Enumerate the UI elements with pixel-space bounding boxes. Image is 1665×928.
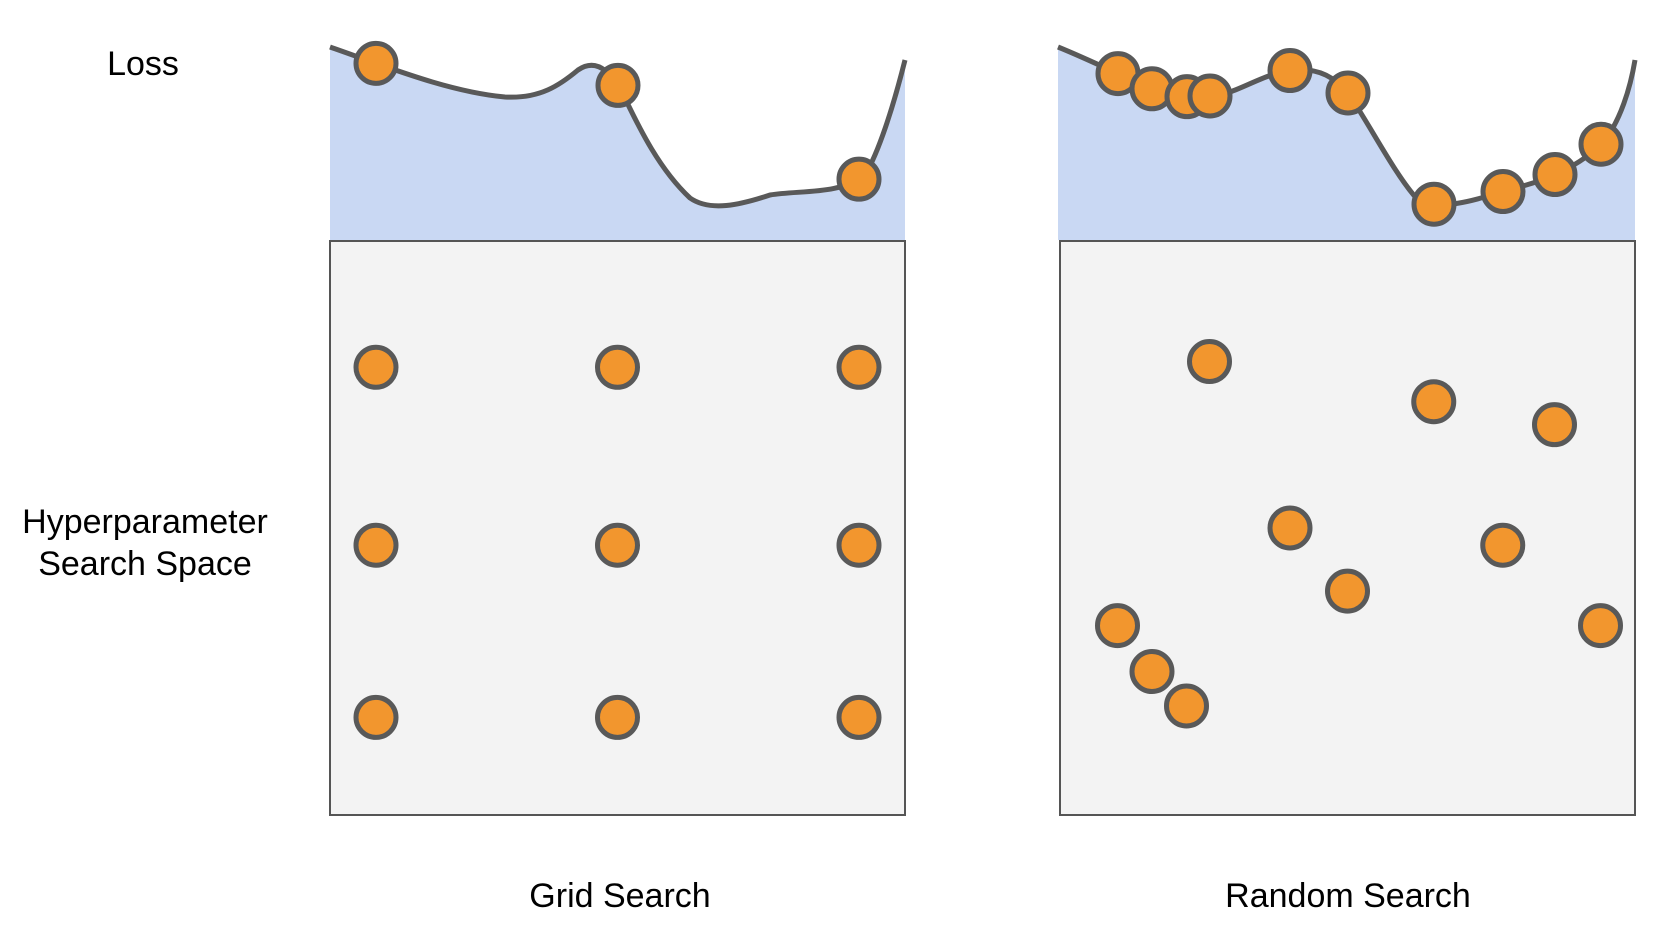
random-loss-sample-point	[1532, 152, 1578, 198]
grid-search-title: Grid Search	[529, 877, 710, 915]
loss-label: Loss	[107, 45, 179, 83]
random-sample-point	[1532, 402, 1577, 448]
grid-sample-point	[836, 694, 882, 740]
random-search-panel: Random Search	[1057, 44, 1638, 915]
grid-space-points	[353, 344, 882, 740]
random-search-space	[1059, 240, 1636, 816]
random-loss-sample-point	[1411, 181, 1457, 227]
grid-sample-point	[595, 522, 640, 568]
grid-sample-point	[595, 694, 640, 740]
random-sample-point	[1267, 505, 1313, 551]
grid-loss-sample-point	[353, 40, 399, 86]
random-sample-point	[1411, 379, 1457, 425]
random-sample-point	[1164, 683, 1209, 729]
random-sample-point	[1325, 568, 1370, 614]
random-search-title: Random Search	[1225, 877, 1471, 915]
random-sample-point	[1480, 522, 1526, 568]
random-loss-sample-point	[1325, 70, 1371, 116]
random-sample-point	[1187, 339, 1232, 385]
random-loss-sample-point	[1578, 121, 1624, 167]
grid-sample-point	[595, 344, 640, 390]
random-loss-sample-point	[1267, 48, 1313, 94]
grid-loss-sample-point	[595, 62, 641, 108]
search-space-label-line1: Hyperparameter	[22, 503, 268, 541]
grid-loss-sample-point	[836, 156, 882, 202]
grid-sample-point	[353, 522, 399, 568]
grid-sample-point	[353, 694, 399, 740]
random-loss-area	[1058, 47, 1635, 240]
random-sample-point	[1578, 603, 1623, 649]
random-loss-sample-point	[1187, 73, 1233, 119]
random-loss-sample-point	[1480, 169, 1526, 215]
grid-sample-point	[836, 522, 882, 568]
grid-search-panel: Grid Search	[329, 40, 908, 915]
grid-sample-point	[353, 344, 399, 390]
grid-sample-point	[836, 344, 882, 390]
random-loss-points	[1095, 48, 1624, 227]
grid-loss-area	[330, 47, 905, 240]
random-sample-point	[1129, 649, 1175, 694]
grid-loss-points	[353, 40, 882, 202]
search-space-label-line2: Search Space	[38, 545, 252, 583]
random-sample-point	[1095, 603, 1140, 649]
random-space-points	[1095, 339, 1623, 729]
